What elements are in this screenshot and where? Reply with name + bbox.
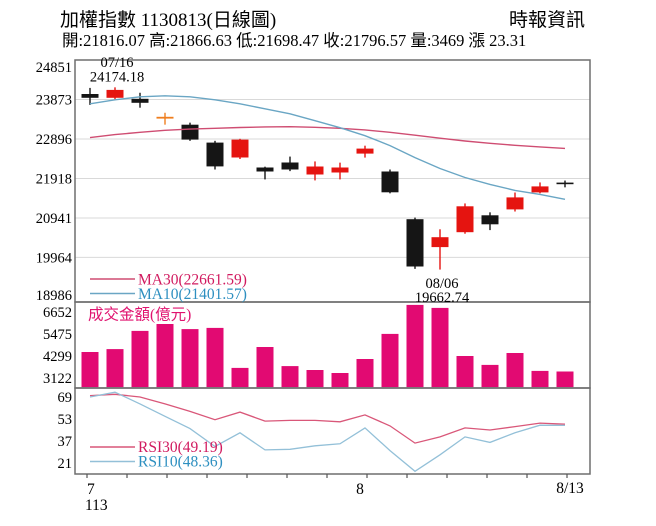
annotation: 08/06 <box>425 276 458 292</box>
volume-bar <box>506 353 524 388</box>
x-label: 8/13 <box>556 480 584 497</box>
candle-body <box>431 237 449 248</box>
price-ytick: 23873 <box>36 93 72 109</box>
candle-body <box>406 219 424 267</box>
volume-bar <box>531 370 549 388</box>
ma10-legend-label: MA10(21401.57) <box>138 286 247 303</box>
volume-ytick: 3122 <box>43 371 72 387</box>
candle-body <box>356 148 374 154</box>
volume-bar <box>331 373 349 388</box>
candle-body <box>556 182 574 185</box>
candle-body <box>381 171 399 193</box>
candle-body <box>256 167 274 172</box>
x-label: 7 <box>87 481 95 498</box>
price-ytick: 20941 <box>36 211 72 227</box>
volume-bar <box>431 307 449 388</box>
volume-bar <box>406 304 424 388</box>
annotation: 24174.18 <box>90 70 144 86</box>
candle-body <box>456 206 474 233</box>
candle-body <box>306 166 324 175</box>
rsi30-line <box>89 393 566 444</box>
candle-body <box>156 116 174 119</box>
volume-bar <box>156 324 174 388</box>
volume-bar <box>81 352 99 388</box>
candle-body <box>281 162 299 170</box>
price-ytick: 22896 <box>36 132 72 148</box>
volume-title: 成交金額(億元) <box>88 306 191 324</box>
volume-bar <box>306 370 324 388</box>
candle-body <box>81 94 99 98</box>
annotation: 19662.74 <box>415 290 470 306</box>
volume-bar <box>456 356 474 388</box>
volume-bar <box>381 333 399 388</box>
rsi-ytick: 53 <box>58 412 73 428</box>
candle-body <box>106 89 124 98</box>
candle-body <box>331 167 349 173</box>
volume-bar <box>206 327 224 388</box>
rsi10-line <box>89 391 566 473</box>
volume-bar <box>231 367 249 388</box>
ma30-legend-label: MA30(22661.59) <box>138 272 247 289</box>
candle-body <box>181 124 199 140</box>
rsi10-legend-label: RSI10(48.36) <box>138 454 223 471</box>
quote-line: 開:21816.07 高:21866.63 低:21698.47 收:21796… <box>62 31 527 50</box>
rsi-ytick: 69 <box>58 390 73 406</box>
volume-bar <box>131 330 149 388</box>
price-ytick: 19964 <box>36 250 73 266</box>
volume-bar <box>281 366 299 388</box>
rsi30-legend-label: RSI30(49.19) <box>138 439 223 456</box>
ma10-line <box>89 95 566 200</box>
ma30-line <box>89 125 566 150</box>
candle-body <box>481 215 499 225</box>
rsi-ytick: 37 <box>58 434 73 450</box>
annotation: 07/16 <box>100 55 133 71</box>
volume-bar <box>556 371 574 388</box>
candle-body <box>506 197 524 210</box>
candle-body <box>531 186 549 193</box>
price-ytick: 18986 <box>36 288 72 304</box>
volume-ytick: 4299 <box>43 349 72 365</box>
volume-ytick: 5475 <box>43 327 72 343</box>
rsi-ytick: 21 <box>58 456 73 472</box>
x-label: 113 <box>85 497 108 514</box>
source-label: 時報資訊 <box>509 10 586 31</box>
price-ytick: 21918 <box>36 171 72 187</box>
volume-bar <box>256 347 274 388</box>
volume-ytick: 6652 <box>43 305 72 321</box>
volume-bar <box>356 359 374 388</box>
volume-bar <box>481 364 499 388</box>
panel-border <box>74 387 591 475</box>
candle-body <box>206 142 224 167</box>
price-ytick: 24851 <box>36 60 72 76</box>
x-label: 8 <box>356 481 364 498</box>
volume-bar <box>106 349 124 388</box>
candle-body <box>131 98 149 103</box>
candle-body <box>231 139 249 158</box>
volume-bar <box>181 329 199 388</box>
chart-title: 加權指數 1130813(日線圖) <box>60 10 277 31</box>
